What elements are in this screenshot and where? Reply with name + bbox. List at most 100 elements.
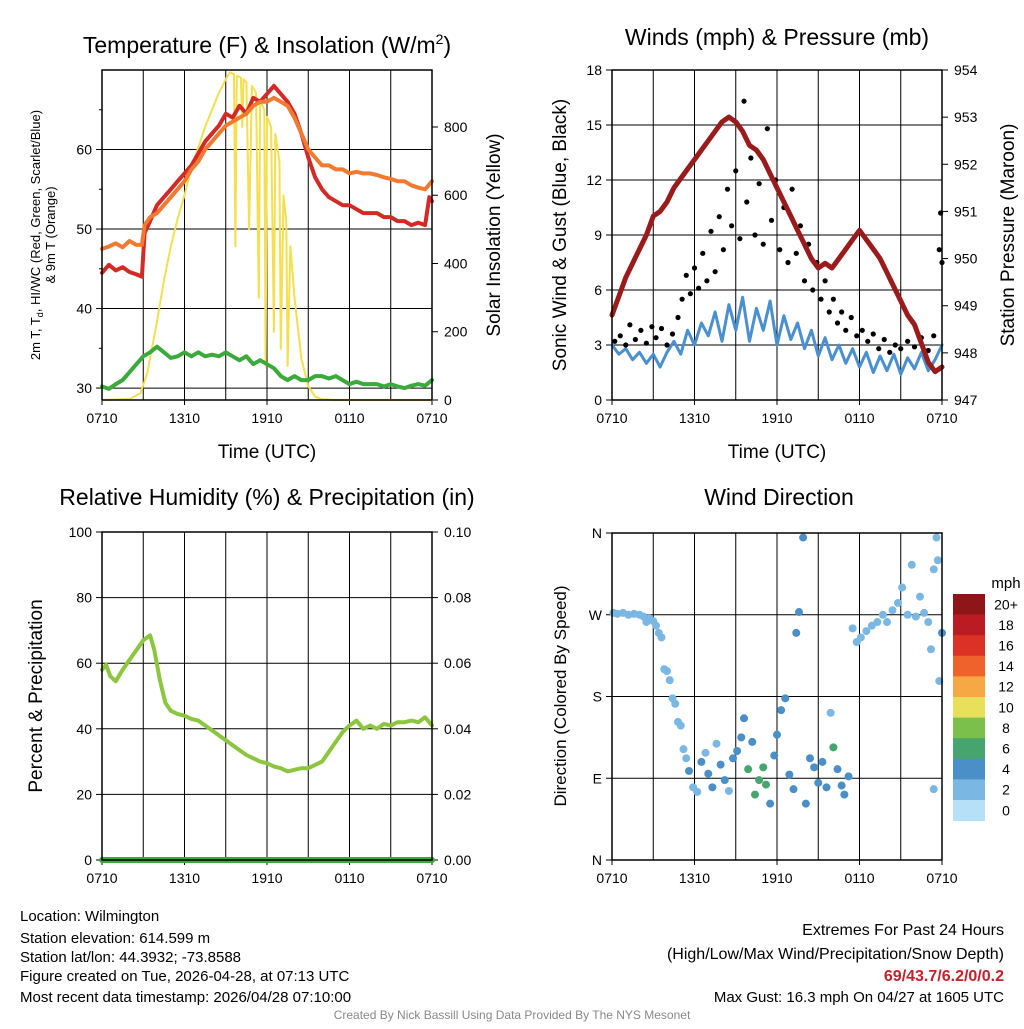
y-tick-label: N (592, 525, 602, 541)
direction-point (932, 533, 941, 542)
created-text: Figure created on Tue, 2026-04-28, at 07… (20, 968, 350, 985)
gust-point (793, 250, 799, 256)
y2-tick-label: 400 (444, 255, 468, 271)
gust-point (801, 278, 808, 284)
y-tick-label: 60 (76, 142, 92, 158)
direction-point (903, 610, 912, 619)
y2-tick-label: 800 (444, 119, 468, 135)
direction-point (920, 608, 929, 617)
direction-point (795, 608, 803, 617)
direction-point (862, 627, 871, 636)
colorbar-label: 0 (1002, 802, 1010, 818)
solar-ylabel: Solar Insolation (Yellow) (484, 133, 505, 336)
y-tick-label: 60 (76, 655, 92, 671)
direction-ylabel: Direction (Colored By Speed) (551, 585, 570, 806)
gust-point (756, 181, 762, 187)
gust-point (865, 338, 871, 344)
colorbar: 20+ 18 16 14 12 10 8 6 4 2 0 (953, 594, 1018, 822)
gust-point (764, 126, 770, 132)
gust-point (785, 259, 791, 266)
direction-point (657, 633, 666, 642)
y-tick-label: E (593, 770, 602, 786)
direction-point (844, 772, 853, 781)
colorbar-swatch (953, 697, 985, 719)
sonic-wind-line (610, 295, 944, 376)
direction-point (785, 770, 794, 779)
direction-point (755, 776, 764, 785)
gust-point (752, 232, 758, 238)
gust-point (712, 269, 718, 275)
y2-tick-label: 0.00 (444, 852, 471, 868)
direction-point (685, 766, 693, 775)
gust-point (797, 223, 803, 229)
temperature-panel: Temperature (F) & Insolation (W/m2) Time… (28, 31, 505, 463)
direction-point (777, 706, 786, 715)
extremes-values: 69/43.7/6.2/0/0.2 (884, 968, 1004, 985)
y2-tick-label: 952 (954, 156, 978, 172)
gust-point (744, 199, 750, 205)
y-tick-label: 40 (76, 301, 92, 317)
x-tick-label: 0710 (86, 410, 117, 426)
gust-point (623, 342, 629, 348)
direction-point (733, 747, 742, 755)
gust-point (716, 214, 722, 220)
gust-point (818, 296, 824, 302)
plot-frame (611, 69, 943, 401)
plot-frame (101, 69, 433, 401)
y-tick-label: 3 (594, 337, 602, 353)
gust-point (822, 278, 828, 284)
gust-point (627, 322, 633, 328)
gust-point (881, 336, 887, 343)
direction-point (801, 799, 810, 808)
gust-point (848, 314, 854, 321)
gust-point (653, 335, 659, 341)
direction-point (916, 592, 924, 601)
direction-point (792, 628, 801, 637)
colorbar-label: 2 (1002, 782, 1010, 798)
direction-point (878, 610, 887, 619)
y2-tick-label: 0.04 (444, 721, 471, 737)
x-tick-label: 0110 (334, 870, 364, 886)
colorbar-swatch (953, 676, 985, 698)
pressure-ylabel: Station Pressure (Maroon) (998, 124, 1019, 347)
gust-point (679, 296, 685, 302)
colorbar-label: 18 (998, 617, 1014, 633)
direction-point (652, 621, 660, 630)
direction-point (856, 633, 865, 642)
direction-point (748, 737, 757, 746)
x-tick-label: 1910 (251, 410, 282, 426)
svg-text:2m T, Td, HI/WC (Red, Green, S: 2m T, Td, HI/WC (Red, Green, Scarlet/Blu… (28, 110, 45, 360)
gust-point (724, 186, 731, 192)
direction-point (873, 618, 882, 627)
gust-point (911, 344, 918, 350)
solar-insolation-line (101, 71, 433, 401)
y-tick-label: 0 (84, 852, 92, 868)
direction-point (806, 754, 814, 763)
x-tick-label: 0710 (596, 870, 627, 886)
latlon-text: Station lat/lon: 44.3932; -73.8588 (20, 949, 241, 966)
gust-point (859, 327, 865, 333)
humidity-panel: Relative Humidity (%) & Precipitation (i… (26, 484, 475, 886)
y-tick-label: 100 (69, 524, 93, 540)
direction-point (697, 757, 706, 766)
x-tick-label: 1310 (169, 870, 200, 886)
gust-point (931, 333, 937, 339)
gust-point (675, 314, 681, 321)
pressure-line (609, 114, 945, 375)
extremes-subtitle: (High/Low/Max Wind/Precipitation/Snow De… (667, 946, 1004, 963)
direction-point (676, 721, 685, 730)
y-tick-label: 15 (586, 117, 602, 133)
x-tick-label: 1910 (761, 870, 792, 886)
gust-point (839, 309, 845, 315)
gust-point (834, 320, 841, 326)
x-tick-label: 1910 (251, 870, 282, 886)
y-tick-label: 12 (586, 172, 602, 188)
gust-point (892, 342, 898, 348)
winds-panel: Winds (mph) & Pressure (mb) Time (UTC) S… (550, 24, 1019, 463)
wind-direction-panel: Wind Direction Direction (Colored By Spe… (551, 484, 1021, 886)
direction-title: Wind Direction (704, 484, 854, 510)
gust-point (876, 346, 882, 352)
gust-point (687, 291, 693, 297)
gust-point (700, 250, 706, 256)
y2-tick-label: 954 (954, 62, 978, 78)
